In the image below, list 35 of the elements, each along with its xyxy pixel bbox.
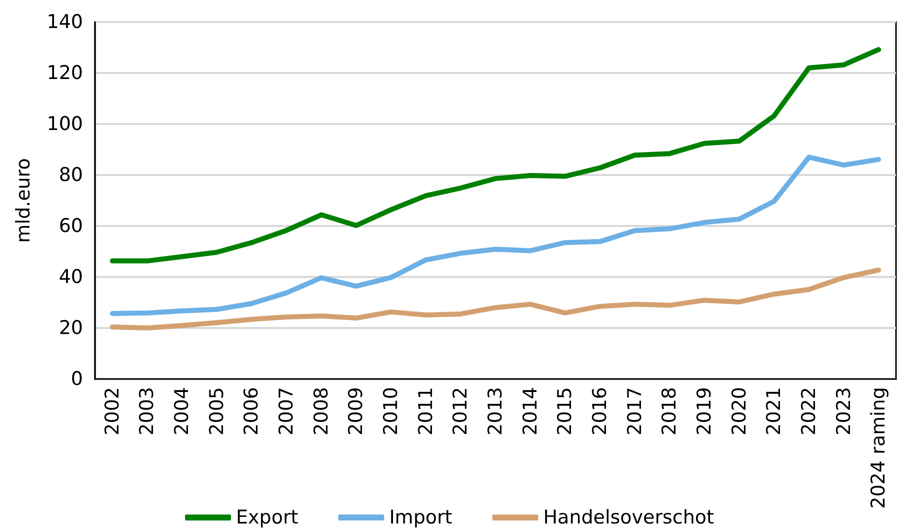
y-axis-title: mld.euro	[12, 158, 34, 243]
x-tick-label: 2009	[345, 387, 368, 436]
x-tick-label: 2019	[693, 387, 716, 436]
y-tick-label: 120	[46, 62, 83, 84]
x-tick-label: 2022	[798, 387, 820, 436]
legend-label: Import	[389, 506, 452, 528]
x-tick-label: 2011	[414, 387, 437, 436]
y-tick-label: 100	[46, 113, 83, 135]
x-tick-label: 2024 raming	[868, 387, 890, 509]
x-tick-label: 2006	[240, 387, 263, 436]
x-tick-label: 2012	[450, 387, 472, 436]
y-tick-label: 40	[58, 266, 83, 288]
x-tick-label: 2002	[101, 387, 124, 436]
x-tick-label: 2003	[136, 387, 158, 436]
legend-label: Export	[236, 506, 298, 528]
x-tick-label: 2013	[484, 387, 506, 436]
x-tick-label: 2004	[171, 387, 194, 436]
legend-label: Handelsoverschot	[543, 506, 714, 528]
x-tick-label: 2018	[658, 387, 681, 436]
x-tick-label: 2021	[763, 387, 786, 436]
x-tick-label: 2007	[276, 387, 298, 436]
x-tick-label: 2010	[380, 387, 402, 436]
y-tick-label: 60	[58, 215, 83, 237]
x-tick-label: 2008	[310, 387, 332, 436]
x-tick-label: 2005	[206, 387, 228, 436]
x-tick-label: 2017	[624, 387, 646, 436]
y-tick-label: 80	[58, 164, 83, 186]
y-tick-label: 20	[58, 317, 83, 339]
y-tick-label: 0	[70, 368, 83, 390]
x-tick-label: 2016	[588, 387, 611, 436]
x-tick-label: 2023	[832, 387, 855, 436]
x-tick-label: 2020	[728, 387, 750, 436]
x-tick-label: 2014	[519, 387, 542, 436]
y-tick-label: 140	[46, 11, 83, 33]
x-tick-label: 2015	[554, 387, 576, 436]
